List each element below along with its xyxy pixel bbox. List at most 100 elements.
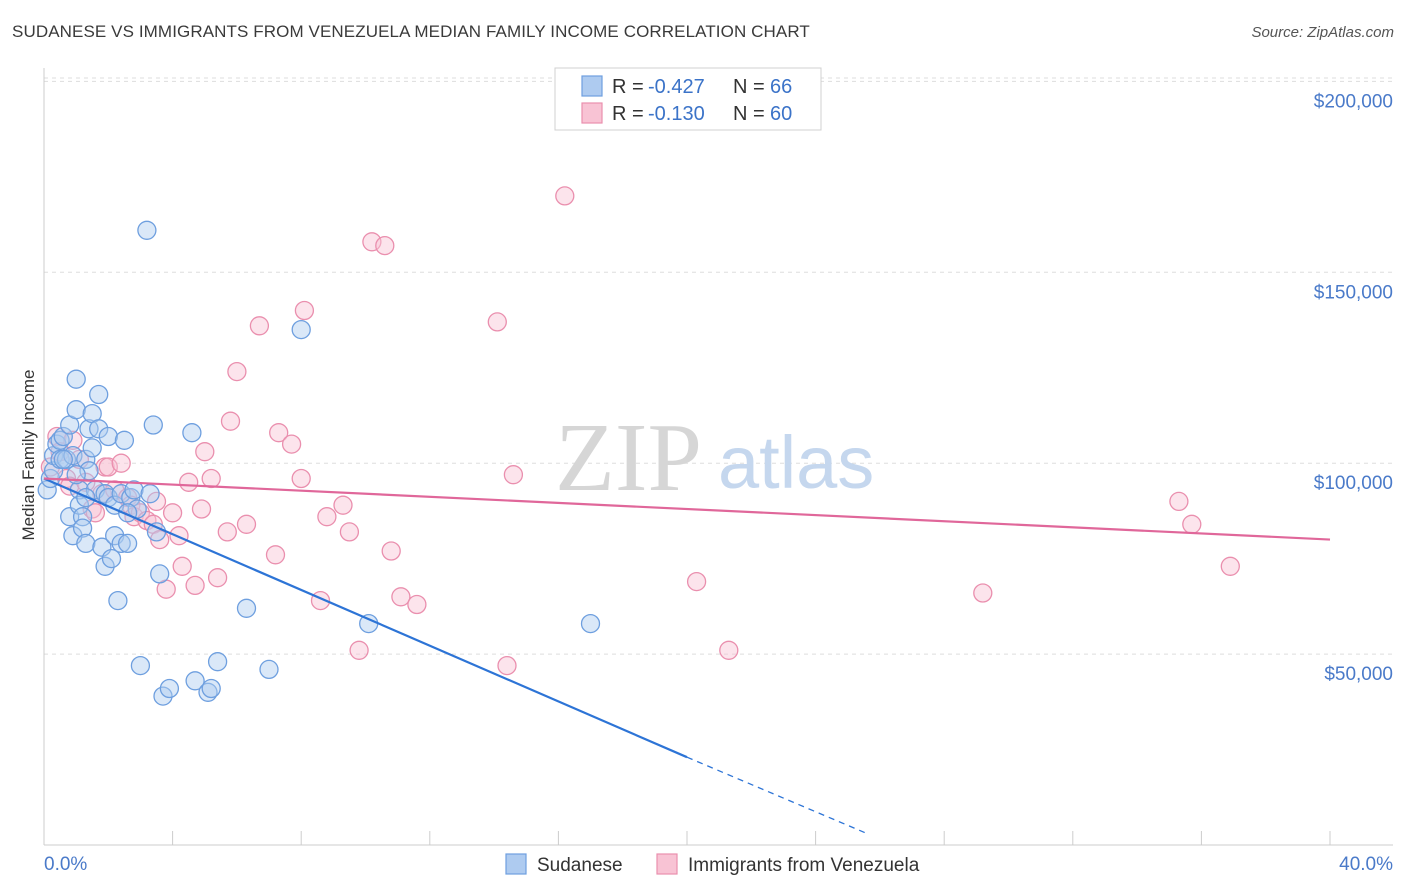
sudanese-point-46	[140, 484, 160, 504]
sudanese-point-26	[89, 384, 109, 405]
series-legend: Sudanese Immigrants from Venezuela	[505, 853, 920, 876]
venezuela-point-58	[719, 640, 739, 660]
sudanese-point-38	[111, 533, 131, 554]
sudanese-point-60	[291, 319, 311, 340]
venezuela-point-57	[686, 571, 707, 592]
legend-r-label-1: R =	[612, 76, 644, 98]
x-tick-label-max: 40.0%	[1339, 854, 1393, 875]
sudanese-point-47	[143, 415, 163, 435]
sudanese-point-45	[137, 220, 157, 240]
sudanese-point-31	[98, 426, 118, 447]
venezuela-point-37	[249, 316, 270, 336]
bottom-legend-swatch-sudanese	[505, 853, 527, 875]
watermark-atlas: atlas	[718, 421, 874, 504]
venezuela-point-29	[191, 499, 212, 519]
sudanese-point-33	[101, 548, 122, 569]
sudanese-point-50	[153, 686, 173, 706]
sudanese-point-53	[182, 423, 202, 443]
trend-lines	[43, 477, 1331, 835]
sudanese-point-40	[117, 533, 138, 554]
source-label: Source: ZipAtlas.com	[1251, 24, 1394, 41]
venezuela-point-27	[179, 472, 199, 492]
y-tick-label-3: $200,000	[1314, 91, 1393, 112]
venezuela-point-53	[487, 312, 507, 332]
venezuela-point-56	[555, 186, 575, 206]
sudanese-trend-line	[43, 477, 688, 759]
chart-title: SUDANESE VS IMMIGRANTS FROM VENEZUELA ME…	[12, 22, 810, 41]
venezuela-point-33	[217, 522, 237, 542]
sudanese-point-44	[130, 655, 151, 676]
y-tick-label-0: $50,000	[1324, 664, 1393, 685]
sudanese-point-16	[69, 495, 90, 515]
venezuela-point-54	[497, 655, 517, 676]
series-sudanese-points	[37, 220, 601, 706]
sudanese-point-54	[185, 671, 205, 691]
y-tick-labels: $50,000 $100,000 $150,000 $200,000	[1314, 91, 1393, 685]
sudanese-point-30	[95, 556, 115, 576]
bottom-legend-swatch-venezuela	[656, 853, 678, 875]
venezuela-point-49	[375, 235, 395, 256]
sudanese-point-56	[201, 678, 221, 699]
venezuela-point-41	[291, 468, 311, 489]
watermark-zip: ZIP	[555, 404, 702, 512]
venezuela-point-47	[349, 640, 369, 660]
sudanese-point-14	[66, 369, 86, 389]
sudanese-point-17	[72, 507, 93, 527]
venezuela-point-35	[227, 361, 247, 382]
venezuela-point-14	[111, 453, 131, 473]
venezuela-point-30	[195, 442, 215, 462]
grid-lines	[44, 77, 1393, 655]
bottom-legend-label-venezuela: Immigrants from Venezuela	[688, 855, 920, 876]
sudanese-point-20	[76, 533, 96, 554]
venezuela-point-40	[281, 434, 302, 454]
sudanese-point-57	[207, 652, 228, 672]
venezuela-point-25	[169, 526, 189, 546]
venezuela-point-55	[503, 465, 524, 485]
sudanese-point-18	[72, 518, 93, 538]
sudanese-point-59	[259, 659, 279, 680]
sudanese-point-58	[236, 598, 257, 618]
y-axis-label: Median Family Income	[19, 369, 38, 540]
stats-legend: R = -0.427 N = 66 R = -0.130 N = 60	[554, 67, 822, 131]
sudanese-point-51	[159, 678, 180, 699]
venezuela-point-39	[269, 423, 289, 443]
venezuela-trend-line	[43, 477, 1331, 541]
sudanese-point-62	[580, 613, 601, 634]
venezuela-point-31	[201, 468, 221, 489]
legend-n-value-2: 60	[770, 103, 792, 125]
venezuela-point-26	[172, 556, 192, 576]
venezuela-point-32	[207, 568, 228, 588]
venezuela-point-36	[236, 514, 257, 534]
venezuela-point-59	[973, 583, 993, 603]
venezuela-point-51	[391, 587, 411, 607]
venezuela-point-60	[1169, 491, 1189, 512]
venezuela-point-45	[333, 495, 353, 515]
sudanese-point-21	[79, 419, 99, 439]
x-tick-label-min: 0.0%	[44, 854, 87, 875]
venezuela-point-61	[1182, 514, 1202, 534]
venezuela-point-46	[339, 522, 360, 542]
venezuela-point-7	[76, 472, 96, 492]
legend-r-value-1: -0.427	[648, 76, 705, 98]
sudanese-point-39	[114, 430, 135, 450]
sudanese-point-37	[111, 484, 131, 504]
sudanese-trend-extension	[686, 756, 868, 835]
venezuela-point-50	[381, 541, 401, 561]
legend-swatch-sudanese	[581, 75, 603, 97]
sudanese-point-36	[108, 590, 128, 611]
sudanese-point-27	[89, 419, 109, 439]
venezuela-point-44	[317, 507, 337, 527]
venezuela-point-38	[265, 545, 286, 565]
venezuela-point-34	[220, 411, 241, 431]
y-tick-label-1: $100,000	[1314, 473, 1393, 494]
sudanese-point-24	[82, 438, 102, 458]
legend-r-value-2: -0.130	[648, 103, 705, 125]
sudanese-point-42	[124, 480, 144, 500]
y-tick-label-2: $150,000	[1314, 282, 1393, 303]
sudanese-point-13	[66, 400, 86, 420]
legend-n-label-2: N =	[733, 103, 765, 125]
venezuela-point-52	[407, 594, 427, 615]
venezuela-point-42	[294, 300, 315, 321]
sudanese-point-19	[76, 449, 96, 470]
